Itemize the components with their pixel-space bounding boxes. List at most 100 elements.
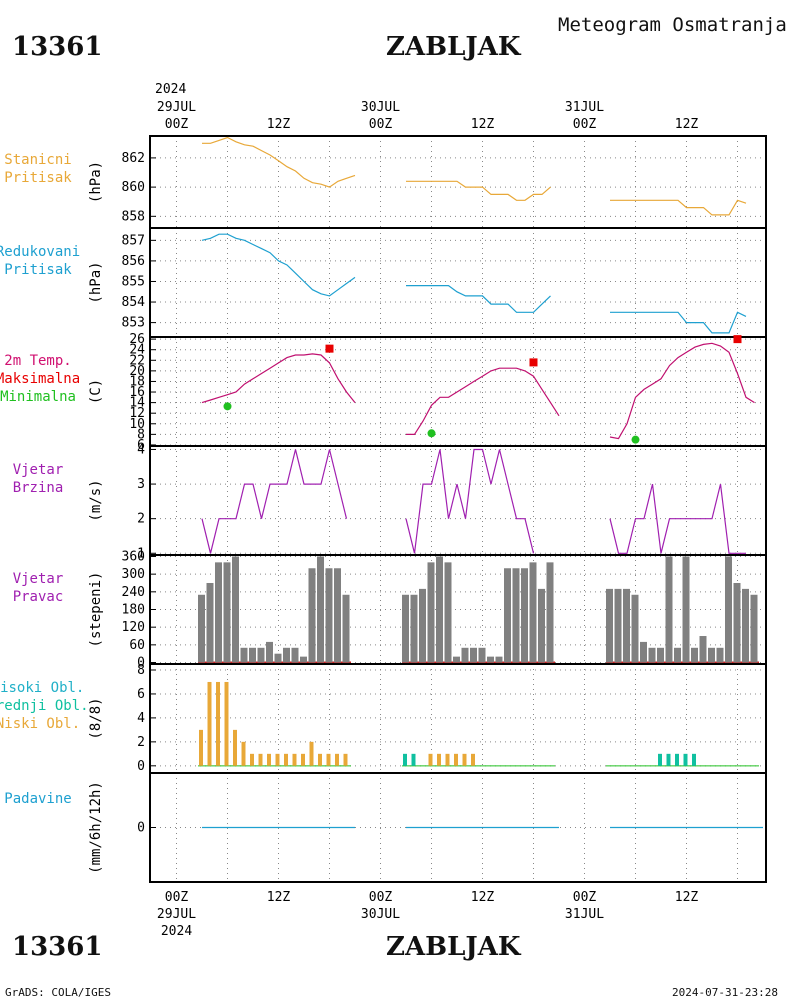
direction-bar — [495, 656, 503, 663]
panel-label: Srednji Obl. — [0, 698, 89, 714]
top-time-label: 31JUL — [565, 100, 604, 115]
cloud-bar — [454, 753, 458, 766]
series-line — [609, 483, 746, 554]
direction-bar — [444, 562, 452, 663]
direction-bar — [215, 562, 222, 663]
direction-bar — [538, 588, 545, 663]
bottom-time-label: 29JUL — [157, 907, 196, 922]
direction-bar — [682, 556, 690, 663]
cloud-bar — [335, 753, 339, 766]
max-temp-marker — [529, 358, 538, 367]
series-line — [201, 449, 348, 554]
cloud-bar — [683, 753, 688, 766]
y-tick-label: 4 — [137, 711, 145, 726]
panel-label: Minimalna — [0, 389, 76, 405]
direction-bar — [240, 647, 248, 663]
y-tick-label: 856 — [122, 254, 145, 269]
series-line — [201, 353, 356, 404]
direction-bar — [325, 568, 333, 663]
bottom-time-label: 12Z — [675, 890, 699, 905]
panel-label: Niski Obl. — [0, 716, 80, 732]
y-tick-label: 0 — [137, 821, 145, 836]
cloud-bar — [199, 729, 203, 766]
direction-bar — [419, 588, 426, 663]
y-tick-label: 2 — [137, 735, 145, 750]
cloud-bar — [692, 753, 696, 766]
bottom-time-label: 12Z — [471, 890, 495, 905]
cloud-bar — [326, 753, 331, 766]
direction-bar — [266, 641, 273, 663]
top-time-label: 30JUL — [361, 100, 400, 115]
cloud-bar — [250, 753, 254, 766]
panel-frame — [149, 772, 767, 883]
cloud-bar — [658, 753, 662, 766]
y-tick-label: 18 — [129, 374, 145, 389]
y-tick-label: 6 — [137, 438, 145, 453]
series-line — [610, 311, 747, 334]
panel-label: Pravac — [13, 589, 64, 605]
panel-label: Stanicni — [4, 152, 71, 168]
panel-label: Maksimalna — [0, 371, 80, 387]
meteogram-title: Meteogram Osmatranja — [558, 14, 787, 36]
y-tick-label: 8 — [137, 427, 145, 442]
series-line — [406, 367, 560, 435]
bottom-time-axis: 00Z 29JUL 2024 12Z 00Z 30JUL 12Z 00Z 31JUL 12Z — [157, 890, 698, 939]
y-tick-label: 180 — [122, 603, 145, 618]
cloud-bar — [207, 681, 212, 766]
panel-label: 2m Temp. — [4, 353, 71, 369]
y-tick-label: 862 — [122, 151, 145, 166]
y-tick-label: 240 — [122, 585, 145, 600]
direction-bar — [461, 647, 469, 663]
cloud-bar — [301, 753, 305, 766]
min-temp-marker — [631, 435, 640, 444]
direction-bar — [750, 594, 758, 663]
direction-bar — [478, 647, 486, 663]
panel-label: Redukovani — [0, 244, 80, 260]
direction-bar — [427, 562, 435, 663]
panel-p1: 858 860 862 (hPa) Stanicni Pritisak — [4, 135, 767, 229]
credit-label: GrADS: COLA/IGES — [5, 986, 111, 999]
y-tick-label: 14 — [129, 396, 145, 411]
direction-bar — [512, 568, 520, 663]
y-tick-label: 20 — [129, 364, 145, 379]
station-id-bottom: 13361 — [12, 932, 102, 962]
direction-bar — [223, 562, 231, 663]
panel-frame — [149, 445, 767, 556]
y-tick-label: 6 — [137, 687, 145, 702]
unit-label: (C) — [88, 379, 104, 404]
y-tick-label: 854 — [122, 295, 146, 310]
panel-label: Pritisak — [4, 170, 72, 186]
series-line — [406, 285, 551, 313]
y-tick-label: 0 — [137, 656, 145, 671]
top-time-label: 00Z — [369, 117, 393, 132]
cloud-bar — [403, 753, 407, 766]
bottom-time-label: 00Z — [369, 890, 393, 905]
top-time-label: 00Z — [165, 117, 189, 132]
top-time-label: 12Z — [471, 117, 495, 132]
direction-bar — [521, 568, 528, 663]
direction-bar — [606, 588, 613, 663]
station-name-bottom: ZABLJAK — [386, 932, 522, 962]
max-temp-marker — [325, 344, 334, 353]
panel-p2: 853 854 855 856 857 (hPa) Redukovani Pritisak — [0, 227, 767, 338]
station-id-top: 13361 — [12, 32, 102, 62]
y-tick-label: 857 — [122, 233, 145, 248]
y-tick-label: 22 — [129, 353, 145, 368]
top-year-label: 2024 — [155, 82, 186, 97]
y-tick-label: 300 — [122, 567, 145, 582]
direction-bar — [725, 556, 732, 663]
cloud-bar — [275, 753, 280, 766]
bottom-time-label: 30JUL — [361, 907, 400, 922]
panel-label: Padavine — [4, 791, 71, 807]
unit-label: (hPa) — [88, 161, 104, 203]
direction-bar — [342, 594, 350, 663]
top-time-label: 12Z — [675, 117, 699, 132]
direction-bar — [529, 562, 537, 663]
direction-bar — [274, 653, 282, 663]
y-tick-label: 24 — [129, 343, 145, 358]
y-tick-label: 10 — [129, 417, 145, 432]
cloud-bar — [267, 753, 271, 766]
panel-frame — [149, 227, 767, 338]
panel-frame — [149, 554, 767, 665]
